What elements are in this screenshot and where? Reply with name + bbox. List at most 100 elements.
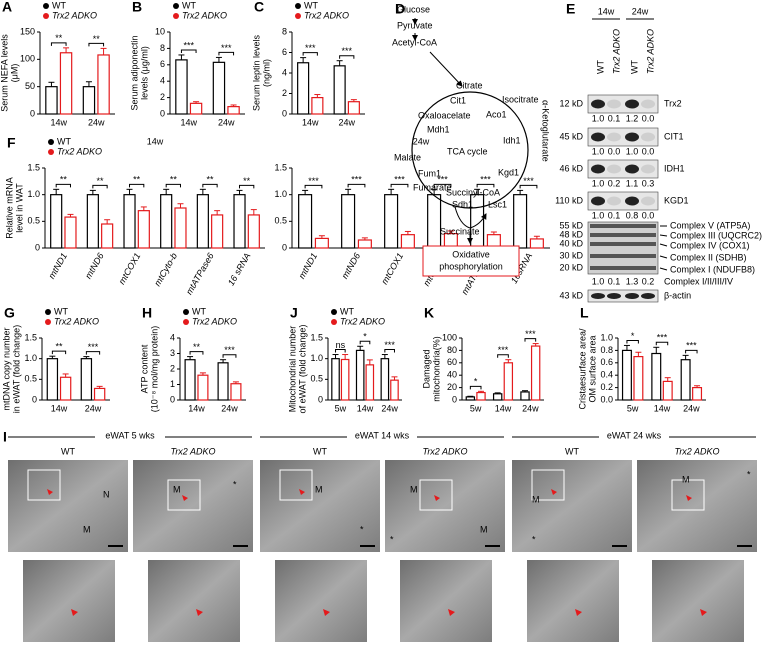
y-tick-label: 20 xyxy=(447,382,457,392)
bar xyxy=(46,358,59,401)
zoom-box xyxy=(167,479,201,511)
arrowhead-marker xyxy=(182,495,188,501)
leader-line xyxy=(659,234,668,237)
arrow xyxy=(454,206,487,229)
diagram-node: Fum1 xyxy=(418,168,441,178)
x-tick-label: 24w xyxy=(381,403,398,413)
legend-marker xyxy=(43,13,49,19)
significance-label: *** xyxy=(308,176,319,186)
bar xyxy=(80,358,93,401)
significance-label: *** xyxy=(437,175,448,185)
y-tick-label: 0 xyxy=(282,242,287,252)
legend-label: WT xyxy=(54,306,68,316)
micrograph xyxy=(260,460,380,552)
x-tick-label: 14w xyxy=(180,117,197,127)
legend-marker xyxy=(45,309,51,315)
blot-band xyxy=(591,132,605,142)
x-tick-label: 14w xyxy=(654,403,671,413)
panel-label: C xyxy=(254,0,264,15)
micrograph-annotation: * xyxy=(747,469,751,479)
quant-label: 1.0 xyxy=(626,146,639,156)
y-axis-label: levels (μg/ml) xyxy=(139,46,149,100)
quant-label: 0.0 xyxy=(608,146,621,156)
y-axis-label: Cristaesurface area/ xyxy=(577,328,587,410)
y-tick-label: 1.5 xyxy=(27,162,40,172)
legend-marker xyxy=(48,139,54,145)
blot-band xyxy=(590,233,656,237)
significance-bracket xyxy=(497,354,509,358)
blot-band xyxy=(641,164,655,174)
protein-label: IDH1 xyxy=(664,163,685,173)
diagram-node: Pyruvate xyxy=(397,20,433,30)
significance-bracket xyxy=(239,184,255,189)
bar xyxy=(217,362,229,401)
blot-band xyxy=(607,196,621,206)
bar xyxy=(530,345,541,401)
bar xyxy=(197,374,209,401)
quant-label: 0.1 xyxy=(608,210,621,220)
marker-label: 20 kD xyxy=(559,262,583,272)
significance-bracket xyxy=(218,51,235,56)
x-tick-label: 14w xyxy=(50,117,67,127)
group-title: eWAT 24 wks xyxy=(607,430,662,440)
y-tick-label: 0 xyxy=(282,108,287,118)
y-tick-label: 10 xyxy=(155,26,165,36)
significance-bracket xyxy=(390,183,409,188)
y-tick-label: 60 xyxy=(447,357,457,367)
lane-label: Trx2 ADKO xyxy=(611,29,621,74)
legend-marker xyxy=(45,319,51,325)
bar xyxy=(211,214,224,249)
diagram-node: Aco1 xyxy=(486,109,507,119)
complex-label: Complex III (UQCRC2) xyxy=(670,230,762,240)
y-tick-label: 6 xyxy=(282,47,287,57)
significance-label: *** xyxy=(224,345,235,355)
y-tick-label: 0.5 xyxy=(27,216,40,226)
lane-label: WT xyxy=(595,60,605,74)
y-tick-label: 0 xyxy=(32,394,37,404)
significance-bracket xyxy=(180,49,197,53)
micrograph-annotation: M xyxy=(410,484,418,494)
significance-label: ** xyxy=(206,175,214,185)
legend-marker xyxy=(295,13,301,19)
significance-bracket xyxy=(384,349,395,353)
y-tick-label: 1.5 xyxy=(310,332,323,342)
y-tick-label: 1.0 xyxy=(310,353,323,363)
bar xyxy=(64,216,77,249)
bar xyxy=(513,194,528,249)
significance-bracket xyxy=(476,183,495,188)
y-tick-label: 50 xyxy=(25,81,35,91)
bar xyxy=(492,393,503,401)
zoom-micrograph xyxy=(148,560,240,642)
marker-label: 48 kD xyxy=(559,229,583,239)
y-axis-label: Mitochondrial number xyxy=(287,326,297,413)
bar xyxy=(633,356,644,401)
zoom-micrograph xyxy=(400,560,492,642)
complex-label: Complex V (ATP5A) xyxy=(670,220,750,230)
y-axis-label: (10⁻⁸ mol/mg protein) xyxy=(149,326,159,413)
diagram-node: Cit1 xyxy=(450,95,466,105)
legend-marker xyxy=(43,3,49,9)
group-label: 24w xyxy=(632,6,649,16)
quant-label: 0.3 xyxy=(642,178,655,188)
y-axis-label: (ng/ml) xyxy=(261,59,271,87)
bar xyxy=(384,194,399,249)
y-axis-label: OM surface area xyxy=(587,335,597,402)
y-tick-label: 3 xyxy=(170,348,175,358)
bar xyxy=(476,391,486,401)
significance-label: * xyxy=(474,377,478,387)
y-tick-label: 40 xyxy=(447,370,457,380)
legend-label: Trx2 ADKO xyxy=(54,316,99,326)
bar xyxy=(123,194,136,249)
bar xyxy=(230,383,242,401)
y-tick-label: 0.6 xyxy=(600,357,613,367)
blot-band xyxy=(607,99,621,109)
diagram-node: Kgd1 xyxy=(498,167,519,177)
significance-bracket xyxy=(85,351,101,355)
legend-label: WT xyxy=(52,0,66,10)
legend-label: WT xyxy=(57,136,71,146)
y-tick-label: 0 xyxy=(30,108,35,118)
blot-strip xyxy=(587,159,659,179)
significance-bracket xyxy=(685,349,698,354)
y-axis-label: of eWAT (fold change) xyxy=(297,325,307,414)
micrograph-annotation: * xyxy=(233,479,237,489)
